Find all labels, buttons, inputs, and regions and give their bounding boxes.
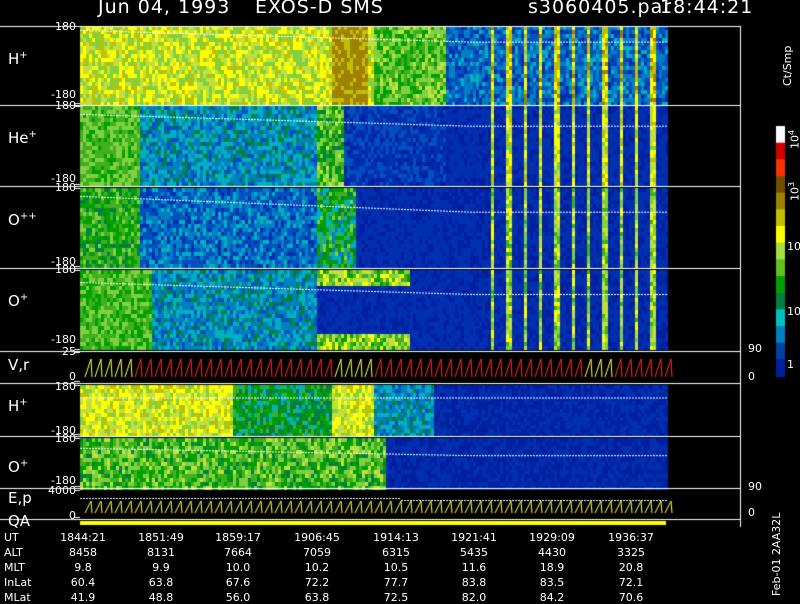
ephemeris-cell: 72.5 [383,591,409,604]
ephemeris-cell: 83.5 [539,576,565,589]
colorbar-label: 10 [787,305,800,318]
y-tick-top: 25 [62,345,76,358]
ephemeris-cell: 63.8 [148,576,174,589]
ephemeris-cell: 56.0 [225,591,251,604]
y-tick-top: 180 [55,380,76,393]
y-tick-bottom: -180 [51,255,76,268]
panel-title: H+ [8,50,28,68]
colorbar-label: 103 [787,181,800,201]
y-tick-top: 180 [55,263,76,276]
right-tick-bottom: 0 [748,506,755,519]
right-tick-top: 90 [748,480,762,493]
ephemeris-cell: 48.8 [148,591,174,604]
colorbar-label: 100 [787,240,800,253]
y-tick-top: 180 [55,432,76,445]
ephemeris-row-label: InLat [4,576,32,589]
ephemeris-cell: 1936:37 [608,531,654,544]
panel-title: QA [8,512,31,530]
ephemeris-cell: 1851:49 [138,531,184,544]
ephemeris-cell: 63.8 [304,591,330,604]
right-tick-top: 90 [748,342,762,355]
y-tick-bottom: 0 [69,509,76,522]
plot-date: Jun 04, 1993 [98,0,231,18]
ephemeris-cell: 77.7 [383,576,409,589]
y-tick-top: 180 [55,20,76,33]
ephemeris-row-label: MLT [4,561,25,574]
ephemeris-cell: 11.6 [461,561,487,574]
ephemeris-cell: 9.9 [152,561,170,574]
version-label: Feb-01 2AA32L [770,512,783,596]
ephemeris-cell: 1921:41 [451,531,497,544]
right-tick-bottom: 0 [748,370,755,383]
y-tick-top: 180 [55,99,76,112]
y-tick-bottom: 0 [69,370,76,383]
ephemeris-cell: 7664 [224,546,252,559]
ephemeris-cell: 70.6 [618,591,644,604]
ephemeris-cell: 1906:45 [294,531,340,544]
ephemeris-cell: 72.2 [304,576,330,589]
ephemeris-cell: 84.2 [539,591,565,604]
ephemeris-cell: 9.8 [74,561,92,574]
y-tick-top: 180 [55,181,76,194]
panel-title: He+ [8,129,37,147]
ephemeris-cell: 18.9 [539,561,565,574]
ephemeris-cell: 8458 [69,546,97,559]
ephemeris-cell: 6315 [382,546,410,559]
ephemeris-cell: 1929:09 [529,531,575,544]
panel-title: V,r [8,356,30,374]
plot-instrument: EXOS-D SMS [255,0,384,18]
ephemeris-cell: 1914:13 [373,531,419,544]
ephemeris-row-label: MLat [4,591,31,604]
ephemeris-cell: 5435 [460,546,488,559]
ephemeris-cell: 10.5 [383,561,409,574]
ephemeris-cell: 41.9 [70,591,96,604]
ephemeris-cell: 82.0 [461,591,487,604]
plot-file: s3060405.par [528,0,673,18]
ephemeris-cell: 10.0 [225,561,251,574]
y-tick-bottom: -180 [51,474,76,487]
ephemeris-cell: 3325 [617,546,645,559]
colorbar-unit: Ct/Smp [781,45,794,86]
y-tick-bottom: -180 [51,333,76,346]
y-tick-top: 4000 [48,484,76,497]
ephemeris-cell: 4430 [538,546,566,559]
ephemeris-cell: 67.6 [225,576,251,589]
ephemeris-cell: 8131 [147,546,175,559]
ephemeris-cell: 7059 [303,546,331,559]
plot-time: 18:44:21 [660,0,754,18]
ephemeris-cell: 10.2 [304,561,330,574]
ephemeris-cell: 1859:17 [215,531,261,544]
panel-title: O+ [8,292,29,310]
y-tick-bottom: -180 [51,172,76,185]
ephemeris-row-label: ALT [4,546,23,559]
y-tick-bottom: -180 [51,424,76,437]
ephemeris-cell: 72.1 [618,576,644,589]
ephemeris-cell: 1844:21 [60,531,106,544]
ephemeris-cell: 83.8 [461,576,487,589]
panel-title: O+ [8,458,29,476]
ephemeris-cell: 60.4 [70,576,96,589]
colorbar-label: 104 [787,129,800,149]
y-tick-bottom: -180 [51,88,76,101]
ephemeris-cell: 20.8 [618,561,644,574]
panel-title: H+ [8,397,28,415]
panel-title: E,p [8,489,32,507]
ephemeris-row-label: UT [4,531,19,544]
panel-title: O++ [8,211,37,229]
colorbar-label: 1 [787,358,794,371]
